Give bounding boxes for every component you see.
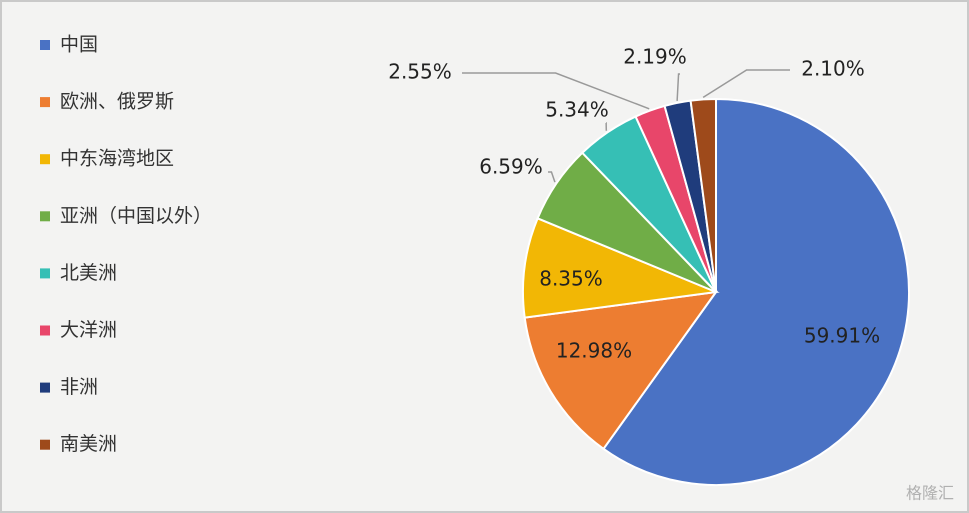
pie-slice xyxy=(523,290,719,451)
legend-label: 亚洲（中国以外） xyxy=(60,205,212,227)
value-label: 12.98% xyxy=(556,339,632,363)
legend-swatch xyxy=(40,40,50,50)
leader-line xyxy=(548,171,556,183)
leader-line xyxy=(676,73,680,101)
legend-swatch xyxy=(40,325,50,336)
legend-label: 欧洲、俄罗斯 xyxy=(60,91,174,113)
legend-label: 大洋洲 xyxy=(60,319,117,341)
legend-swatch xyxy=(40,268,50,279)
watermark: 格隆汇 xyxy=(906,484,954,503)
legend-label: 非洲 xyxy=(60,376,98,398)
legend-label: 中国 xyxy=(60,34,98,56)
legend-swatch xyxy=(40,211,50,222)
value-label: 2.10% xyxy=(801,57,865,81)
leader-line xyxy=(462,72,650,110)
legend-label: 南美洲 xyxy=(60,433,117,455)
pie-slice xyxy=(602,97,910,486)
value-label: 59.91% xyxy=(804,324,880,348)
pie-slice xyxy=(689,97,717,293)
value-label: 6.59% xyxy=(479,155,543,179)
value-label: 5.34% xyxy=(545,98,609,122)
leader-line xyxy=(702,69,790,99)
value-label: 2.55% xyxy=(388,60,452,84)
legend-swatch xyxy=(40,154,50,165)
legend-label: 北美洲 xyxy=(60,262,117,284)
value-label: 2.19% xyxy=(623,45,687,69)
legend-swatch xyxy=(40,382,50,393)
pie-slice xyxy=(522,217,720,319)
legend-swatch xyxy=(40,439,50,450)
legend-swatch xyxy=(40,97,50,108)
value-label: 8.35% xyxy=(539,267,603,291)
legend-label: 中东海湾地区 xyxy=(60,148,174,170)
